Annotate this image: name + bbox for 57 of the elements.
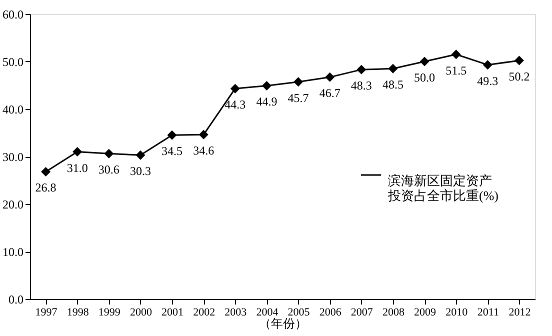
x-tick-label: 2004 (256, 306, 279, 318)
data-label: 26.8 (35, 180, 56, 195)
point (262, 80, 272, 90)
x-tick-label: 2003 (224, 306, 248, 318)
data-label: 44.9 (256, 94, 278, 109)
data-label: 48.5 (382, 78, 404, 92)
point (420, 56, 430, 66)
legend-label: 滨海新区固定资产投资占全市比重(%) (387, 173, 498, 203)
point (72, 147, 82, 156)
data-label: 51.5 (446, 63, 467, 78)
y-tick-label: 40.0 (2, 102, 24, 116)
x-tick-label: 2000 (130, 306, 152, 318)
point (41, 166, 51, 176)
point (325, 72, 335, 82)
data-label: 31.0 (66, 160, 88, 175)
data-label: 50.0 (414, 70, 436, 84)
x-tick-label: 2009 (414, 306, 437, 318)
y-tick-label: 10.0 (2, 245, 24, 259)
data-label: 34.6 (193, 144, 214, 158)
point (104, 148, 114, 158)
point (356, 64, 366, 74)
point (198, 130, 208, 140)
y-tick-label: 0.0 (8, 292, 24, 306)
x-tick-label: 1997 (35, 306, 58, 318)
data-label: 30.3 (130, 164, 151, 178)
x-tick-label: 2001 (162, 306, 184, 318)
y-tick-label: 20.0 (2, 198, 24, 212)
x-tick-label: 1998 (66, 306, 90, 318)
data-label: 48.3 (350, 78, 372, 93)
x-axis-title: （年份） (259, 316, 307, 330)
x-tick-label: 2002 (193, 306, 216, 318)
data-label: 34.5 (162, 144, 183, 158)
point (230, 84, 240, 94)
data-label: 49.3 (477, 74, 498, 88)
data-label: 46.7 (319, 86, 340, 100)
data-label: 50.2 (508, 70, 530, 84)
point (388, 64, 398, 74)
x-tick-label: 2007 (350, 306, 374, 318)
x-tick-label: 2008 (382, 306, 405, 318)
data-label: 30.6 (98, 162, 120, 177)
y-tick-label: 50.0 (2, 55, 24, 69)
point (136, 150, 146, 160)
point (294, 77, 304, 87)
y-tick-label: 60.0 (2, 8, 24, 22)
y-tick-label: 30.0 (2, 150, 24, 164)
point (514, 56, 524, 66)
point (482, 60, 492, 70)
point (451, 50, 461, 60)
x-tick-label: 2005 (288, 306, 310, 318)
data-label: 45.7 (288, 90, 309, 105)
x-tick-label: 2010 (446, 306, 468, 318)
x-tick-label: 2006 (319, 306, 342, 318)
x-tick-label: 2011 (477, 306, 499, 318)
data-label: 44.3 (224, 98, 246, 112)
x-tick-label: 1999 (98, 306, 121, 318)
point (167, 130, 177, 140)
x-tick-label: 2012 (508, 306, 531, 318)
